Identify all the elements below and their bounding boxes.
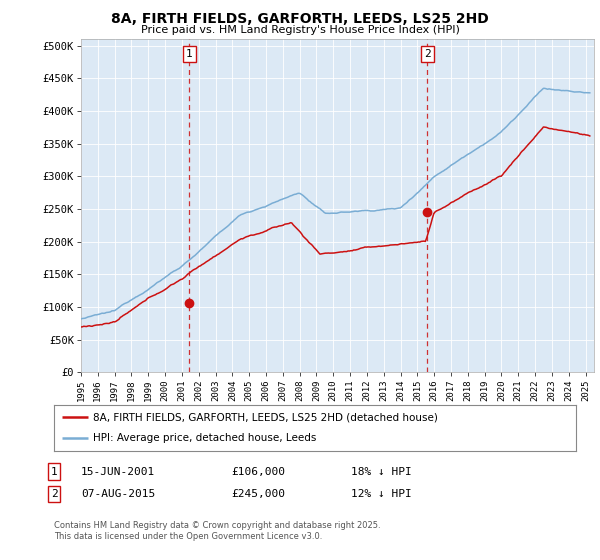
Text: Contains HM Land Registry data © Crown copyright and database right 2025.
This d: Contains HM Land Registry data © Crown c…: [54, 521, 380, 540]
Text: 18% ↓ HPI: 18% ↓ HPI: [351, 466, 412, 477]
Text: 1: 1: [186, 49, 193, 59]
Text: 2: 2: [424, 49, 431, 59]
Text: Price paid vs. HM Land Registry's House Price Index (HPI): Price paid vs. HM Land Registry's House …: [140, 25, 460, 35]
Text: 07-AUG-2015: 07-AUG-2015: [81, 489, 155, 499]
Text: 8A, FIRTH FIELDS, GARFORTH, LEEDS, LS25 2HD (detached house): 8A, FIRTH FIELDS, GARFORTH, LEEDS, LS25 …: [93, 412, 438, 422]
Text: 1: 1: [50, 466, 58, 477]
Text: £245,000: £245,000: [231, 489, 285, 499]
Text: 15-JUN-2001: 15-JUN-2001: [81, 466, 155, 477]
Text: £106,000: £106,000: [231, 466, 285, 477]
Text: 8A, FIRTH FIELDS, GARFORTH, LEEDS, LS25 2HD: 8A, FIRTH FIELDS, GARFORTH, LEEDS, LS25 …: [111, 12, 489, 26]
Text: 12% ↓ HPI: 12% ↓ HPI: [351, 489, 412, 499]
Text: 2: 2: [50, 489, 58, 499]
Text: HPI: Average price, detached house, Leeds: HPI: Average price, detached house, Leed…: [93, 433, 317, 444]
